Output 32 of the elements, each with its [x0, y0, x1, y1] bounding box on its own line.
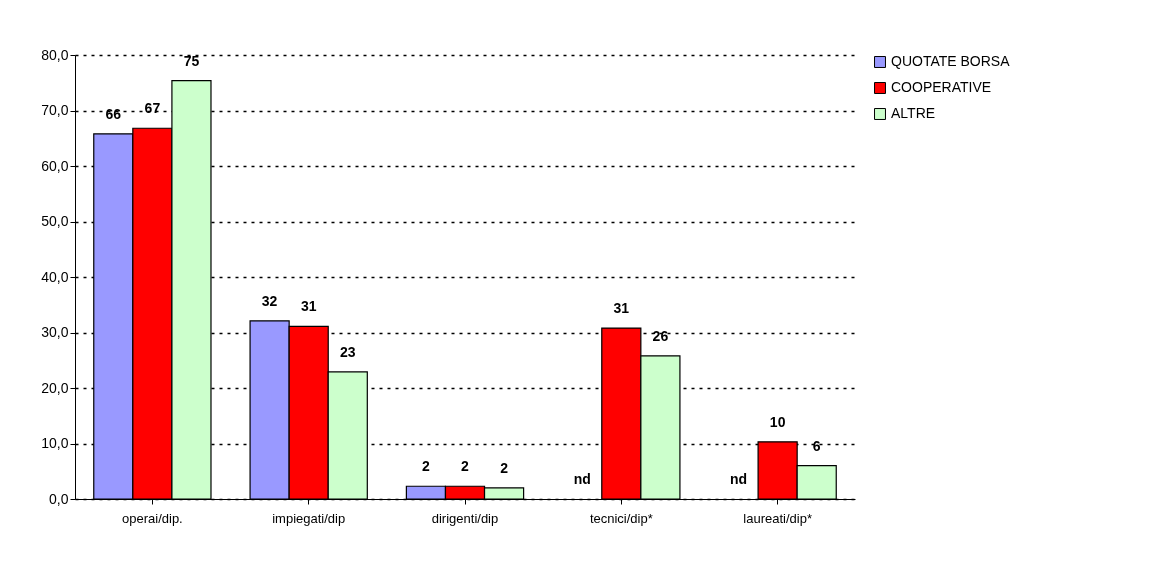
x-tick-label: operai/dip.: [122, 510, 183, 526]
y-tick-label: 30,0: [41, 324, 69, 340]
legend-label: COOPERATIVE: [891, 79, 992, 95]
legend-label: ALTRE: [891, 105, 936, 121]
legend-label: QUOTATE BORSA: [891, 53, 1011, 69]
x-tick-label: dirigenti/dip: [431, 510, 499, 526]
x-tick-label: laureati/dip*: [743, 510, 812, 526]
data-label: 32: [261, 292, 278, 309]
y-tick-label: 50,0: [41, 213, 69, 229]
y-tick-label: 20,0: [41, 379, 69, 396]
x-tick-label: impiegati/dip: [272, 510, 346, 526]
y-tick-label: 40,0: [41, 268, 69, 285]
y-tick-label: 60,0: [41, 157, 69, 174]
text: nd: [729, 471, 748, 487]
y-tick-label: 0,0: [49, 490, 69, 507]
text: nd: [573, 471, 591, 487]
data-label: 26: [652, 327, 669, 344]
y-tick-label: 70,0: [41, 102, 69, 118]
data-label: 2: [461, 458, 470, 475]
data-label: 2: [422, 458, 431, 475]
data-label: 66: [105, 105, 122, 122]
data-label: 10: [769, 413, 786, 430]
data-label: 23: [339, 343, 356, 360]
y-tick-label: 10,0: [41, 435, 69, 451]
data-label: 75: [183, 52, 200, 69]
x-tick-label: tecnici/dip*: [589, 510, 653, 526]
data-label: 6: [812, 437, 821, 454]
data-label: 31: [613, 300, 630, 317]
data-label: 31: [300, 298, 317, 315]
y-tick-label: 80,0: [41, 46, 69, 63]
data-label: 67: [144, 100, 161, 117]
data-label: 2: [500, 459, 509, 476]
